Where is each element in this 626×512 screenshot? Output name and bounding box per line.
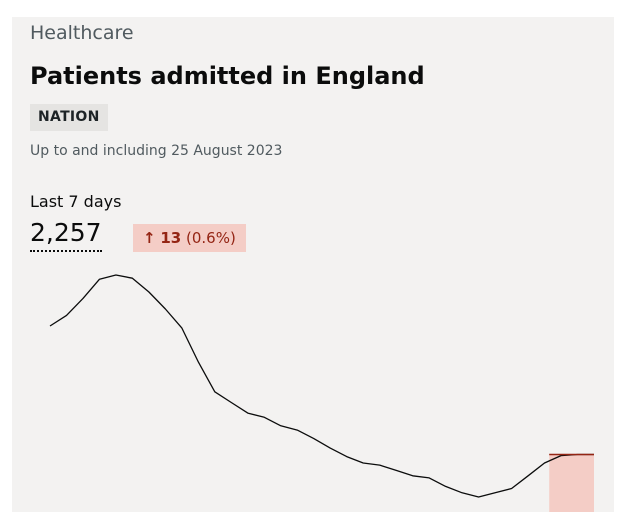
trend-line xyxy=(49,274,594,498)
change-badge: ↑ 13 (0.6%) xyxy=(133,224,246,252)
data-point xyxy=(214,391,215,392)
change-percent: (0.6%) xyxy=(186,229,236,247)
data-point xyxy=(379,465,380,466)
data-point xyxy=(363,462,364,463)
data-point xyxy=(165,308,166,309)
highlight-band xyxy=(549,454,594,512)
data-point xyxy=(478,496,479,497)
data-point xyxy=(412,475,413,476)
data-point xyxy=(198,362,199,363)
section-label: Healthcare xyxy=(30,22,134,44)
data-point xyxy=(264,417,265,418)
data-point xyxy=(313,438,314,439)
change-amount: 13 xyxy=(160,229,182,247)
data-point xyxy=(148,291,149,292)
trend-chart xyxy=(49,274,594,512)
data-point xyxy=(99,279,100,280)
data-point xyxy=(115,274,116,275)
data-point xyxy=(330,448,331,449)
metric-label: Last 7 days xyxy=(30,192,122,211)
data-point xyxy=(445,486,446,487)
data-point xyxy=(511,488,512,489)
data-point xyxy=(247,413,248,414)
data-point xyxy=(396,470,397,471)
data-point xyxy=(132,278,133,279)
data-point xyxy=(346,456,347,457)
card-title[interactable]: Patients admitted in England xyxy=(30,62,425,90)
nation-tag: NATION xyxy=(30,104,108,131)
data-point xyxy=(560,455,561,456)
data-point xyxy=(528,475,529,476)
data-point xyxy=(429,477,430,478)
data-point xyxy=(544,462,545,463)
data-point xyxy=(462,492,463,493)
metric-value[interactable]: 2,257 xyxy=(30,216,102,252)
data-point xyxy=(495,492,496,493)
data-point xyxy=(66,315,67,316)
data-point xyxy=(577,454,578,455)
arrow-up-icon: ↑ xyxy=(143,229,156,247)
data-point xyxy=(280,425,281,426)
date-note: Up to and including 25 August 2023 xyxy=(30,143,283,159)
data-point xyxy=(593,454,594,455)
data-point xyxy=(82,298,83,299)
data-point xyxy=(49,325,50,326)
metric-card: Healthcare Patients admitted in England … xyxy=(12,17,614,512)
data-point xyxy=(297,430,298,431)
data-point xyxy=(181,328,182,329)
data-point xyxy=(231,402,232,403)
